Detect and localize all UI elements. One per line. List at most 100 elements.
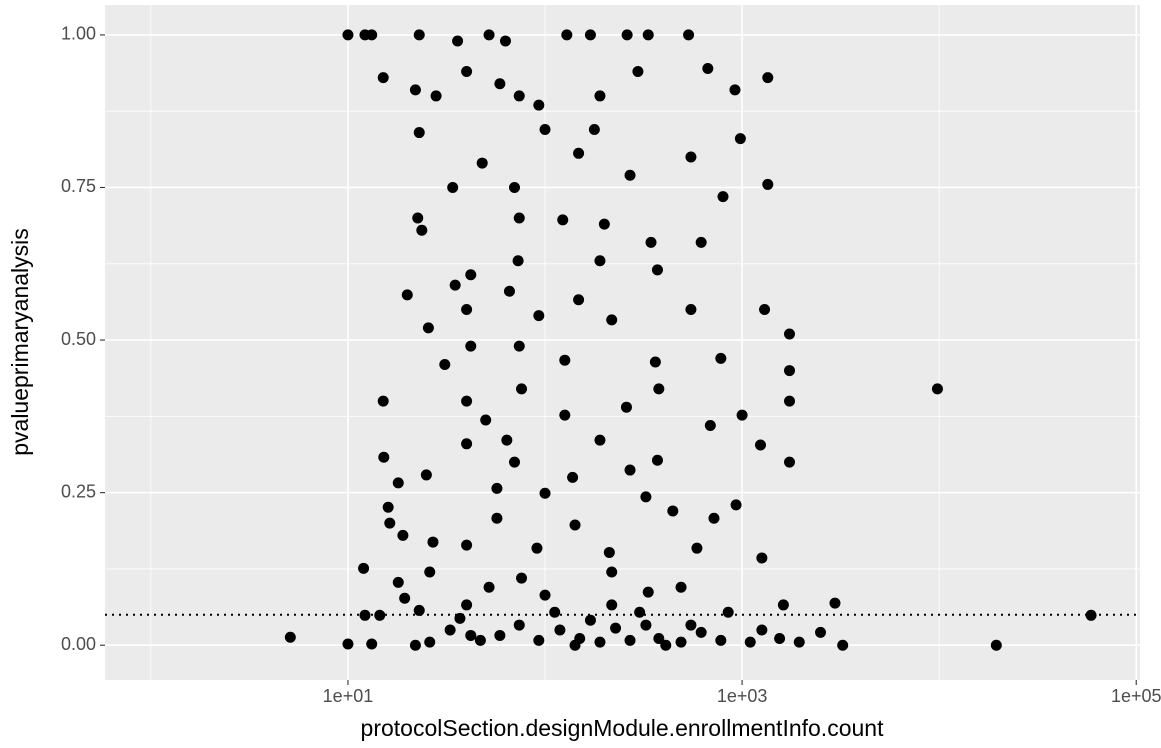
point <box>715 634 727 646</box>
point <box>717 191 729 203</box>
point <box>624 464 636 476</box>
point <box>491 482 503 494</box>
point <box>588 124 600 136</box>
point <box>409 84 421 96</box>
x-tick-label: 1e+01 <box>323 686 374 706</box>
point <box>573 294 585 306</box>
point <box>409 639 421 651</box>
point <box>756 624 768 636</box>
point <box>539 589 551 601</box>
point <box>392 576 404 588</box>
point <box>424 636 436 648</box>
point <box>931 383 943 395</box>
point <box>632 66 644 78</box>
point <box>508 181 520 193</box>
point <box>594 90 606 102</box>
point <box>642 29 654 41</box>
point <box>461 304 473 316</box>
point <box>793 636 805 648</box>
point <box>667 505 679 517</box>
point <box>382 501 394 513</box>
point <box>640 619 652 631</box>
point <box>569 639 581 651</box>
point <box>620 401 632 413</box>
point <box>554 624 566 636</box>
point <box>594 434 606 446</box>
point <box>603 546 615 558</box>
point <box>366 638 378 650</box>
point <box>384 517 396 529</box>
point <box>399 592 411 604</box>
x-axis-title: protocolSection.designModule.enrollmentI… <box>361 715 885 741</box>
point <box>651 264 663 276</box>
point <box>465 269 477 281</box>
point <box>465 340 477 352</box>
point <box>1085 609 1097 621</box>
point <box>461 66 473 78</box>
point <box>645 236 657 248</box>
point <box>491 512 503 524</box>
point <box>557 214 569 226</box>
point <box>513 90 525 102</box>
panel <box>105 5 1140 680</box>
y-tick-label: 0.25 <box>61 481 96 501</box>
point <box>494 629 506 641</box>
point <box>685 619 697 631</box>
point <box>559 409 571 421</box>
point <box>695 626 707 638</box>
point <box>573 147 585 159</box>
point <box>413 127 425 139</box>
point <box>642 586 654 598</box>
point <box>683 29 695 41</box>
point <box>829 597 841 609</box>
point <box>649 356 661 368</box>
point <box>561 29 573 41</box>
point <box>685 151 697 163</box>
point <box>461 395 473 407</box>
point <box>483 581 495 593</box>
point <box>539 124 551 136</box>
point <box>624 634 636 646</box>
point <box>508 456 520 468</box>
point <box>610 622 622 634</box>
point <box>483 29 495 41</box>
point <box>501 434 513 446</box>
point <box>837 639 849 651</box>
point <box>736 409 748 421</box>
point <box>447 181 459 193</box>
point <box>708 512 720 524</box>
point <box>416 224 428 236</box>
point <box>358 562 370 574</box>
point <box>444 624 456 636</box>
point <box>702 62 714 74</box>
point <box>567 471 579 483</box>
point <box>461 438 473 450</box>
point <box>516 383 528 395</box>
point <box>465 629 477 641</box>
point <box>439 358 451 370</box>
y-tick-label: 0.75 <box>61 176 96 196</box>
point <box>762 72 774 84</box>
point <box>594 255 606 267</box>
point <box>549 606 561 618</box>
point <box>685 304 697 316</box>
point <box>606 566 618 578</box>
point <box>774 632 786 644</box>
point <box>783 365 795 377</box>
point <box>762 178 774 190</box>
point <box>734 133 746 145</box>
point <box>584 29 596 41</box>
point <box>342 638 354 650</box>
point <box>815 626 827 638</box>
point <box>624 169 636 181</box>
x-tick-label: 1e+03 <box>717 686 768 706</box>
point <box>651 454 663 466</box>
y-tick-label: 1.00 <box>61 24 96 44</box>
point <box>513 619 525 631</box>
point <box>594 636 606 648</box>
point <box>420 469 432 481</box>
point <box>366 29 378 41</box>
point <box>474 634 486 646</box>
point <box>569 519 581 531</box>
